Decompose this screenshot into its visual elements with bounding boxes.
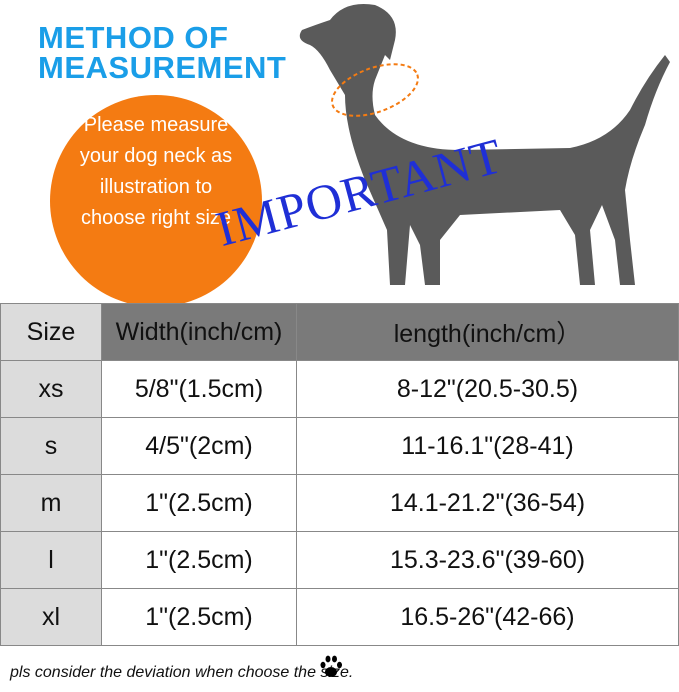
title-line-2: MEASUREMENT: [38, 50, 287, 85]
title-line-1: METHOD OF: [38, 20, 229, 55]
table-row: xs 5/8"(1.5cm) 8-12"(20.5-30.5): [0, 360, 679, 418]
cell-size: xl: [0, 588, 102, 646]
dog-illustration: [299, 4, 670, 285]
cell-length: 15.3-23.6"(39-60): [296, 531, 679, 589]
cell-size: l: [0, 531, 102, 589]
header-length: length(inch/cm）: [296, 303, 679, 361]
table-row: l 1"(2.5cm) 15.3-23.6"(39-60): [0, 531, 679, 589]
callout-circle: [50, 95, 262, 307]
cell-size: xs: [0, 360, 102, 418]
table-row: xl 1"(2.5cm) 16.5-26"(42-66): [0, 588, 679, 646]
dog-silhouette: [299, 4, 670, 285]
cell-length: 11-16.1"(28-41): [296, 417, 679, 475]
cell-length: 8-12"(20.5-30.5): [296, 360, 679, 418]
cell-width: 1"(2.5cm): [101, 588, 297, 646]
footer-note: pls consider the deviation when choose t…: [10, 664, 354, 681]
cell-length: 14.1-21.2"(36-54): [296, 474, 679, 532]
header-width: Width(inch/cm): [101, 303, 297, 361]
callout-text: Please measure your dog neck as illustra…: [79, 114, 233, 229]
cell-width: 1"(2.5cm): [101, 531, 297, 589]
cell-width: 1"(2.5cm): [101, 474, 297, 532]
header-size: Size: [0, 303, 102, 361]
neck-measure-ring: [331, 63, 419, 117]
cell-size: m: [0, 474, 102, 532]
size-table: Size Width(inch/cm) length(inch/cm） xs 5/…: [0, 303, 679, 646]
paw-icon: [320, 655, 342, 677]
table-row: s 4/5"(2cm) 11-16.1"(28-41): [0, 417, 679, 475]
cell-width: 4/5"(2cm): [101, 417, 297, 475]
table-header: Size Width(inch/cm) length(inch/cm）: [0, 303, 679, 361]
cell-size: s: [0, 417, 102, 475]
table-row: m 1"(2.5cm) 14.1-21.2"(36-54): [0, 474, 679, 532]
cell-length: 16.5-26"(42-66): [296, 588, 679, 646]
cell-width: 5/8"(1.5cm): [101, 360, 297, 418]
